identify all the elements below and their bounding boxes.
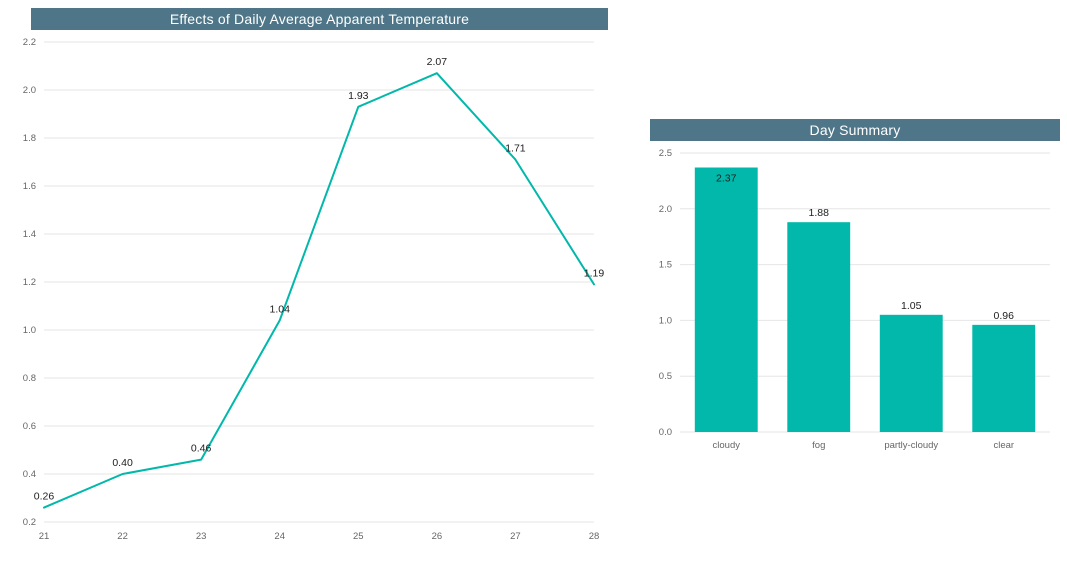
- x-tick-label: 27: [510, 531, 521, 542]
- x-tick-label: 21: [39, 531, 50, 542]
- y-tick-label: 0.5: [659, 371, 672, 382]
- y-tick-label: 0.0: [659, 427, 672, 438]
- y-tick-label: 2.5: [659, 148, 672, 159]
- x-category-label: partly-cloudy: [884, 440, 938, 451]
- data-label: 1.04: [269, 303, 290, 315]
- y-tick-label: 1.5: [659, 260, 672, 271]
- y-tick-label: 2.2: [23, 37, 36, 48]
- x-tick-label: 22: [117, 531, 128, 542]
- x-tick-label: 23: [196, 531, 207, 542]
- x-tick-label: 28: [589, 531, 600, 542]
- line-chart[interactable]: 0.2 0.4 0.6 0.8 1.0 1.2 1.4 1.6 1.8 2.0 2.2 21 22 23 2…: [6, 32, 618, 560]
- data-label: 1.05: [901, 300, 922, 312]
- y-tick-label: 1.4: [23, 229, 36, 240]
- data-label: 1.88: [809, 207, 830, 219]
- y-tick-label: 0.2: [23, 517, 36, 528]
- x-category-label: fog: [812, 440, 825, 451]
- data-label: 0.46: [191, 443, 212, 455]
- y-tick-label: 2.0: [659, 204, 672, 215]
- x-tick-label: 25: [353, 531, 364, 542]
- bar-partly-cloudy[interactable]: [879, 314, 943, 432]
- bar-chart-title: Day Summary: [809, 122, 901, 138]
- x-tick-label: 26: [432, 531, 443, 542]
- line-chart-title-bar: Effects of Daily Average Apparent Temper…: [31, 8, 608, 30]
- data-label: 1.71: [505, 143, 526, 155]
- line-series[interactable]: [43, 72, 595, 509]
- data-label: 1.19: [584, 267, 605, 279]
- bar-chart[interactable]: 0.0 0.5 1.0 1.5 2.0 2.5 2.37 cloudy 1.88 fog 1.05 p…: [650, 143, 1062, 458]
- data-label: 2.37: [716, 173, 737, 185]
- bar-fog[interactable]: [787, 222, 851, 432]
- x-tick-label: 24: [274, 531, 285, 542]
- data-label: 0.26: [34, 491, 55, 503]
- y-tick-label: 1.0: [23, 325, 36, 336]
- bar-clear[interactable]: [972, 324, 1036, 432]
- y-tick-label: 2.0: [23, 85, 36, 96]
- x-category-label: cloudy: [713, 440, 741, 451]
- y-tick-label: 1.6: [23, 181, 36, 192]
- y-tick-label: 1.0: [659, 315, 672, 326]
- y-tick-label: 0.8: [23, 373, 36, 384]
- bar-cloudy[interactable]: [694, 167, 758, 432]
- data-label: 1.93: [348, 90, 369, 102]
- y-tick-label: 1.2: [23, 277, 36, 288]
- bar-chart-title-bar: Day Summary: [650, 119, 1060, 141]
- x-category-label: clear: [993, 440, 1014, 451]
- y-tick-label: 1.8: [23, 133, 36, 144]
- data-label: 0.96: [994, 310, 1015, 322]
- data-label: 2.07: [427, 56, 448, 68]
- y-tick-label: 0.4: [23, 469, 36, 480]
- y-tick-label: 0.6: [23, 421, 36, 432]
- data-label: 0.40: [112, 457, 133, 469]
- line-chart-title: Effects of Daily Average Apparent Temper…: [169, 11, 470, 27]
